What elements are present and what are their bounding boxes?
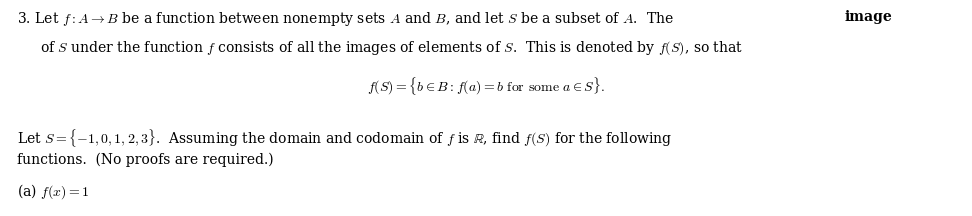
Text: $f(S) = \{b \in B : f(a) = b\ \text{for some}\ a \in S\}.$: $f(S) = \{b \in B : f(a) = b\ \text{for …	[367, 76, 605, 97]
Text: Let $S = \{-1, 0, 1, 2, 3\}$.  Assuming the domain and codomain of $f$ is $\math: Let $S = \{-1, 0, 1, 2, 3\}$. Assuming t…	[17, 128, 673, 149]
Text: 3. Let $f : A \to B$ be a function between nonempty sets $A$ and $B$, and let $S: 3. Let $f : A \to B$ be a function betwe…	[17, 10, 675, 28]
Text: functions.  (No proofs are required.): functions. (No proofs are required.)	[17, 153, 274, 167]
Text: image: image	[845, 10, 892, 24]
Text: (a) $f(x) = 1$: (a) $f(x) = 1$	[17, 182, 89, 201]
Text: of $S$ under the function $f$ consists of all the images of elements of $S$.  Th: of $S$ under the function $f$ consists o…	[40, 39, 743, 57]
